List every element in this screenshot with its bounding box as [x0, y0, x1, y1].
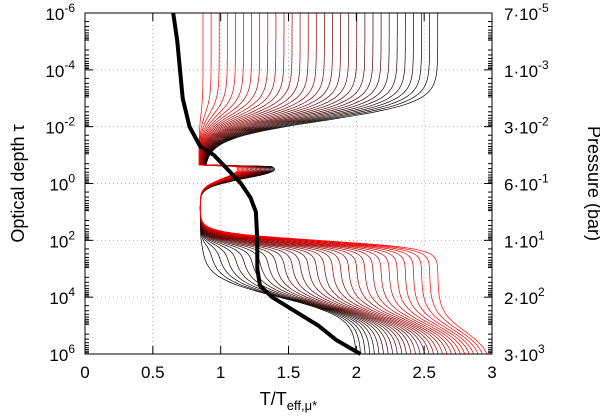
- y2-tick-label-mantissa: 3·10: [504, 346, 538, 365]
- profile-curve: [199, 13, 389, 355]
- y-tick-label: 104: [49, 285, 75, 308]
- profile-curves: [198, 13, 488, 355]
- y-tick-label: 10-4: [45, 58, 75, 81]
- y2-tick-label: 3·10-2: [504, 115, 549, 138]
- x-axis-title-main: T/T: [260, 389, 287, 409]
- y-tick-label-base: 10: [49, 232, 68, 251]
- y2-tick-label: 3·103: [504, 342, 545, 365]
- x-tick-label: 3: [487, 363, 496, 382]
- y-axis-title: Optical depth τ: [8, 124, 28, 242]
- y2-tick-label-mantissa: 2·10: [504, 289, 538, 308]
- y2-tick-label-mantissa: 6·10: [504, 176, 538, 195]
- x-tick-label: 1: [216, 363, 225, 382]
- y-tick-label-exponent: -2: [64, 115, 75, 129]
- profile-curve: [199, 13, 390, 355]
- y-tick-label-base: 10: [45, 62, 64, 81]
- y2-tick-label: 1·101: [504, 228, 545, 251]
- x-tick-label: 1.5: [277, 363, 301, 382]
- y-tick-label-base: 10: [49, 346, 68, 365]
- y2-tick-label-exponent: -5: [538, 1, 549, 15]
- y2-tick-label-mantissa: 1·10: [504, 62, 538, 81]
- y-tick-label: 106: [49, 342, 75, 365]
- y2-tick-label-mantissa: 1·10: [504, 232, 538, 251]
- x-axis-title: T/Teff,μ*: [260, 389, 317, 413]
- x-tick-label: 2.5: [412, 363, 436, 382]
- y-tick-label-exponent: -4: [64, 58, 75, 72]
- y-tick-label-exponent: -6: [64, 1, 75, 15]
- x-axis-title-sub: eff,μ*: [287, 398, 317, 413]
- y2-tick-label-exponent: -1: [538, 172, 549, 186]
- y2-tick-label: 6·10-1: [504, 172, 549, 195]
- y-tick-label: 102: [49, 228, 75, 251]
- y2-tick-label-exponent: -3: [538, 58, 549, 72]
- y-tick-label-base: 10: [49, 289, 68, 308]
- y-tick-label-exponent: 4: [68, 285, 75, 299]
- y-tick-label-exponent: 2: [68, 228, 75, 242]
- x-tick-label: 0: [80, 363, 89, 382]
- y-tick-label: 100: [49, 172, 75, 195]
- x-tick-labels: 0 0.5 1 1.5 2 2.5 3: [80, 363, 496, 382]
- y2-tick-label: 7·10-5: [504, 1, 549, 24]
- y2-axis-title: Pressure (bar): [584, 126, 600, 241]
- y-tick-label-base: 10: [45, 119, 64, 138]
- y2-tick-label: 2·102: [504, 285, 545, 308]
- x-tick-label: 0.5: [141, 363, 165, 382]
- y-tick-label: 10-6: [45, 1, 75, 24]
- axis-ticks: [84, 12, 493, 355]
- profile-curve: [198, 13, 488, 355]
- y2-tick-label-mantissa: 7·10: [504, 5, 538, 24]
- thick-profile-curve: [171, 12, 362, 356]
- y2-tick-label-mantissa: 3·10: [504, 119, 538, 138]
- y-tick-label-base: 10: [45, 5, 64, 24]
- y2-tick-label: 1·10-3: [504, 58, 549, 81]
- y2-tick-label-exponent: 2: [538, 285, 545, 299]
- y-tick-label: 10-2: [45, 115, 75, 138]
- y-tick-label-exponent: 6: [68, 342, 75, 356]
- y2-tick-label-exponent: 1: [538, 228, 545, 242]
- x-tick-label: 2: [352, 363, 361, 382]
- plot-frame: [84, 12, 493, 355]
- y-tick-label-base: 10: [49, 176, 68, 195]
- y2-tick-label-exponent: -2: [538, 115, 549, 129]
- y2-tick-label-exponent: 3: [538, 342, 545, 356]
- y-tick-label-exponent: 0: [68, 172, 75, 186]
- grid: [85, 13, 492, 354]
